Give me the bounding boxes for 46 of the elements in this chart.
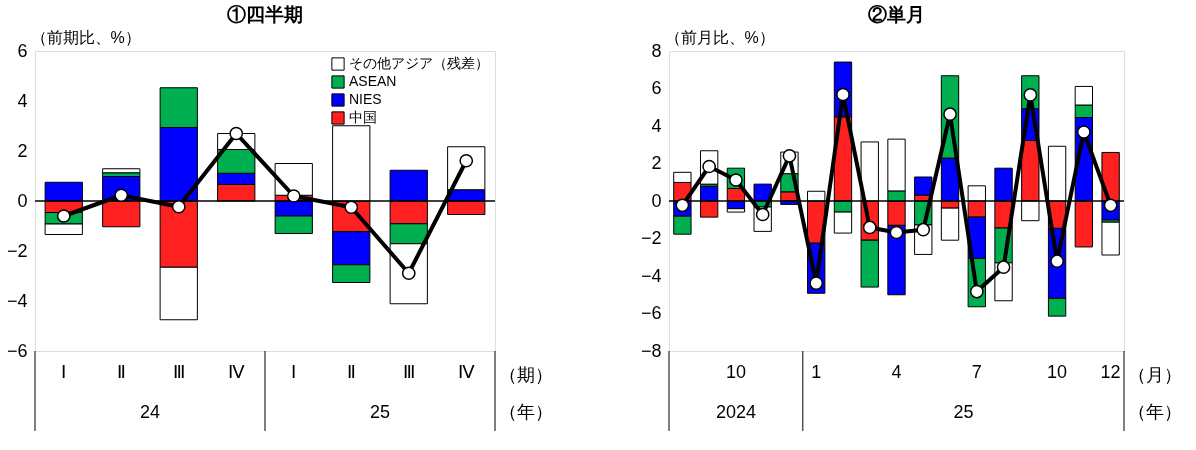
x-tick-label: Ⅳ xyxy=(227,361,245,382)
y-tick-label: −6 xyxy=(6,340,28,361)
x-tick-label: Ⅳ xyxy=(457,361,475,382)
chart-title: ①四半期 xyxy=(227,4,303,25)
x-tick-label: Ⅲ xyxy=(402,361,415,382)
x-tick-label: Ⅱ xyxy=(116,361,126,382)
y-tick-label: −2 xyxy=(640,228,662,248)
y-tick-label: 6 xyxy=(17,40,28,61)
y-tick-label: 8 xyxy=(651,40,662,61)
y-tick-label: 2 xyxy=(17,140,28,161)
x-tick-label: 7 xyxy=(971,361,982,382)
x-tick-label: 1 xyxy=(811,361,822,382)
legend-label: ASEAN xyxy=(349,73,397,89)
y-axis-title: （前期比、%） xyxy=(30,28,141,46)
x-tick-label: Ⅰ xyxy=(291,361,297,382)
y-tick-label: 0 xyxy=(651,190,662,211)
y-tick-label: −6 xyxy=(640,303,662,323)
y-tick-label: −8 xyxy=(640,340,662,361)
x-tick-label: Ⅰ xyxy=(61,361,67,382)
y-tick-label: −4 xyxy=(6,290,28,311)
text: （年） xyxy=(499,402,553,422)
y-tick-label: −4 xyxy=(640,265,662,286)
chart-title: ②単月 xyxy=(868,4,925,25)
x-tick-label: Ⅱ xyxy=(346,361,356,382)
y-tick-label: 2 xyxy=(651,153,662,173)
text: 25 xyxy=(369,402,391,422)
text: 25 xyxy=(953,402,974,422)
y-tick-label: 4 xyxy=(651,115,662,136)
y-tick-label: −2 xyxy=(6,240,28,261)
y-tick-label: 6 xyxy=(651,78,662,98)
y-axis-title: （前月比、%） xyxy=(664,28,775,46)
x-tick-label: 10 xyxy=(725,361,746,382)
legend-label: 中国 xyxy=(349,109,377,125)
y-tick-label: 0 xyxy=(17,190,28,211)
x-axis-title: （月） xyxy=(1128,365,1182,385)
text: （年） xyxy=(1128,402,1182,422)
legend-label: NIES xyxy=(349,91,382,107)
text: 2024 xyxy=(715,402,756,422)
x-tick-label: 12 xyxy=(1100,361,1121,382)
text: 24 xyxy=(139,402,161,422)
x-axis-title: （期） xyxy=(499,365,553,385)
x-tick-label: Ⅲ xyxy=(172,361,185,382)
legend-label: その他アジア（残差） xyxy=(349,55,489,71)
y-tick-label: 4 xyxy=(17,90,28,111)
x-tick-label: 4 xyxy=(891,361,902,382)
x-tick-label: 10 xyxy=(1047,361,1068,382)
